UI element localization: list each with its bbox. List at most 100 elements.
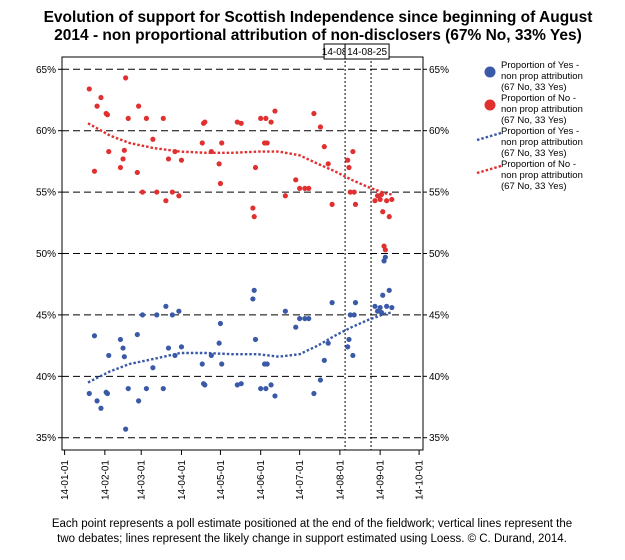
legend-label-line: (67 No, 33 Yes) bbox=[501, 181, 567, 192]
yes-point bbox=[86, 390, 92, 397]
yes-loess-line bbox=[87, 311, 393, 384]
y-tick-label-right: 60% bbox=[429, 126, 449, 137]
yes-point bbox=[347, 312, 353, 318]
no-point bbox=[217, 180, 224, 187]
yes-point bbox=[125, 385, 131, 392]
no-point bbox=[117, 164, 124, 171]
x-tick-label: 14-10-01 bbox=[415, 460, 426, 500]
yes-point bbox=[272, 393, 278, 399]
no-point bbox=[252, 164, 259, 171]
legend-yes-point-swatch bbox=[484, 66, 496, 78]
yes-point bbox=[106, 352, 112, 359]
no-point bbox=[169, 189, 175, 195]
no-point bbox=[382, 247, 388, 253]
no-point bbox=[389, 196, 395, 203]
yes-point bbox=[217, 320, 224, 327]
y-tick-label-right: 40% bbox=[429, 372, 449, 383]
no-point bbox=[352, 201, 359, 207]
yes-point bbox=[350, 352, 356, 359]
no-point bbox=[250, 205, 256, 211]
debate-label: 14-08-25 bbox=[347, 47, 387, 58]
no-point bbox=[325, 161, 331, 167]
no-point bbox=[351, 189, 357, 195]
y-tick-label-left: 45% bbox=[36, 310, 56, 321]
yes-point bbox=[178, 344, 185, 350]
yes-point bbox=[302, 315, 308, 322]
yes-point bbox=[282, 308, 288, 314]
no-point bbox=[143, 115, 150, 122]
yes-point bbox=[143, 385, 150, 392]
yes-point bbox=[351, 312, 357, 318]
yes-point bbox=[380, 292, 386, 298]
legend-yes-line-swatch bbox=[476, 131, 502, 142]
yes-point bbox=[123, 426, 129, 432]
no-point bbox=[321, 144, 327, 150]
no-point bbox=[282, 193, 288, 199]
yes-point bbox=[258, 385, 264, 392]
y-tick-label-right: 65% bbox=[429, 65, 449, 76]
no-point bbox=[293, 177, 299, 183]
yes-point bbox=[176, 308, 182, 314]
legend-label-line: (67 No, 33 Yes) bbox=[501, 148, 567, 159]
yes-point bbox=[154, 312, 160, 318]
yes-point bbox=[250, 296, 256, 302]
yes-point bbox=[345, 344, 351, 350]
no-point bbox=[134, 169, 140, 176]
no-point bbox=[311, 110, 317, 117]
y-tick-label-left: 65% bbox=[36, 65, 56, 76]
no-point bbox=[329, 201, 335, 207]
yes-point bbox=[268, 382, 274, 388]
no-point bbox=[91, 168, 98, 174]
no-point bbox=[258, 115, 264, 122]
yes-point bbox=[139, 312, 146, 318]
no-point bbox=[86, 86, 92, 92]
y-tick-label-right: 50% bbox=[429, 249, 449, 260]
yes-point bbox=[384, 303, 390, 309]
yes-point bbox=[311, 390, 317, 397]
yes-point bbox=[160, 385, 166, 392]
no-point bbox=[346, 164, 352, 171]
chart-title-line: 2014 - non proportional attribution of n… bbox=[54, 27, 582, 44]
yes-point bbox=[136, 398, 142, 404]
yes-point bbox=[317, 377, 324, 383]
legend: Proportion of Yes -non prop attribution(… bbox=[476, 60, 583, 192]
x-tick-label: 14-09-01 bbox=[376, 460, 387, 500]
y-tick-label-right: 35% bbox=[429, 433, 449, 444]
no-point bbox=[238, 120, 244, 126]
no-point bbox=[372, 198, 378, 204]
yes-point bbox=[165, 345, 172, 351]
x-tick-label: 14-05-01 bbox=[216, 460, 227, 500]
no-point bbox=[297, 185, 303, 192]
x-tick-label: 14-07-01 bbox=[295, 460, 306, 500]
legend-label-line: (67 No, 33 Yes) bbox=[501, 82, 567, 93]
legend-no-point-swatch bbox=[484, 99, 496, 111]
legend-label-line: non prop attribution bbox=[501, 104, 583, 115]
no-point bbox=[216, 161, 222, 167]
no-point bbox=[104, 112, 111, 118]
no-point bbox=[386, 214, 392, 220]
legend-label-line: (67 No, 33 Yes) bbox=[501, 115, 567, 126]
no-point bbox=[178, 157, 185, 163]
yes-point bbox=[117, 336, 124, 343]
yes-point bbox=[121, 354, 127, 360]
no-point bbox=[377, 196, 383, 203]
no-point bbox=[378, 191, 385, 198]
debate-label: 14-08 bbox=[322, 47, 348, 58]
yes-point bbox=[238, 381, 244, 387]
no-point bbox=[176, 193, 182, 199]
legend-label-line: non prop attribution bbox=[501, 170, 583, 181]
y-tick-label-right: 55% bbox=[429, 188, 449, 199]
no-point bbox=[202, 119, 208, 125]
yes-point bbox=[150, 365, 156, 371]
yes-point bbox=[293, 324, 299, 330]
yes-point bbox=[329, 300, 335, 306]
y-tick-label-left: 40% bbox=[36, 372, 56, 383]
no-point bbox=[136, 103, 142, 109]
yes-point bbox=[377, 304, 383, 311]
yes-point bbox=[216, 340, 222, 346]
no-point bbox=[94, 103, 100, 109]
no-point bbox=[150, 136, 156, 142]
yes-point bbox=[94, 398, 100, 404]
yes-point bbox=[378, 309, 385, 316]
y-tick-label-left: 55% bbox=[36, 188, 56, 199]
